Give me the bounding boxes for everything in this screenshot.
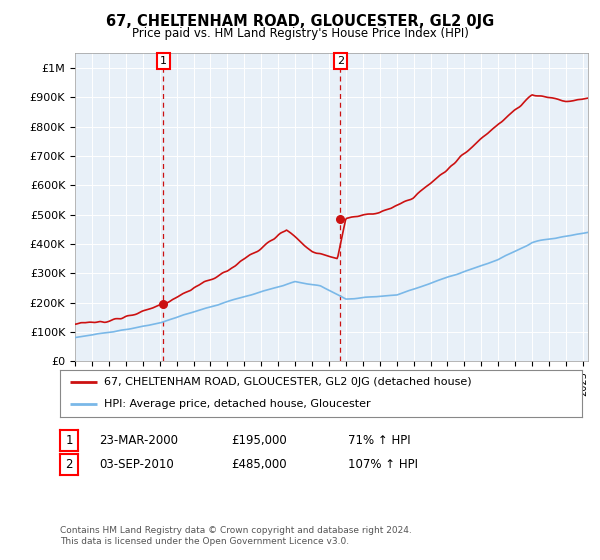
Text: HPI: Average price, detached house, Gloucester: HPI: Average price, detached house, Glou… [104,399,371,409]
Text: 71% ↑ HPI: 71% ↑ HPI [348,434,410,447]
Text: 23-MAR-2000: 23-MAR-2000 [99,434,178,447]
Text: Contains HM Land Registry data © Crown copyright and database right 2024.
This d: Contains HM Land Registry data © Crown c… [60,526,412,546]
Text: 67, CHELTENHAM ROAD, GLOUCESTER, GL2 0JG (detached house): 67, CHELTENHAM ROAD, GLOUCESTER, GL2 0JG… [104,377,472,388]
Text: Price paid vs. HM Land Registry's House Price Index (HPI): Price paid vs. HM Land Registry's House … [131,27,469,40]
Text: 1: 1 [65,434,73,447]
Text: £485,000: £485,000 [231,458,287,472]
Text: 67, CHELTENHAM ROAD, GLOUCESTER, GL2 0JG: 67, CHELTENHAM ROAD, GLOUCESTER, GL2 0JG [106,14,494,29]
Text: 2: 2 [337,56,344,66]
Text: 03-SEP-2010: 03-SEP-2010 [99,458,174,472]
Text: £195,000: £195,000 [231,434,287,447]
Text: 1: 1 [160,56,167,66]
Text: 107% ↑ HPI: 107% ↑ HPI [348,458,418,472]
Text: 2: 2 [65,458,73,472]
